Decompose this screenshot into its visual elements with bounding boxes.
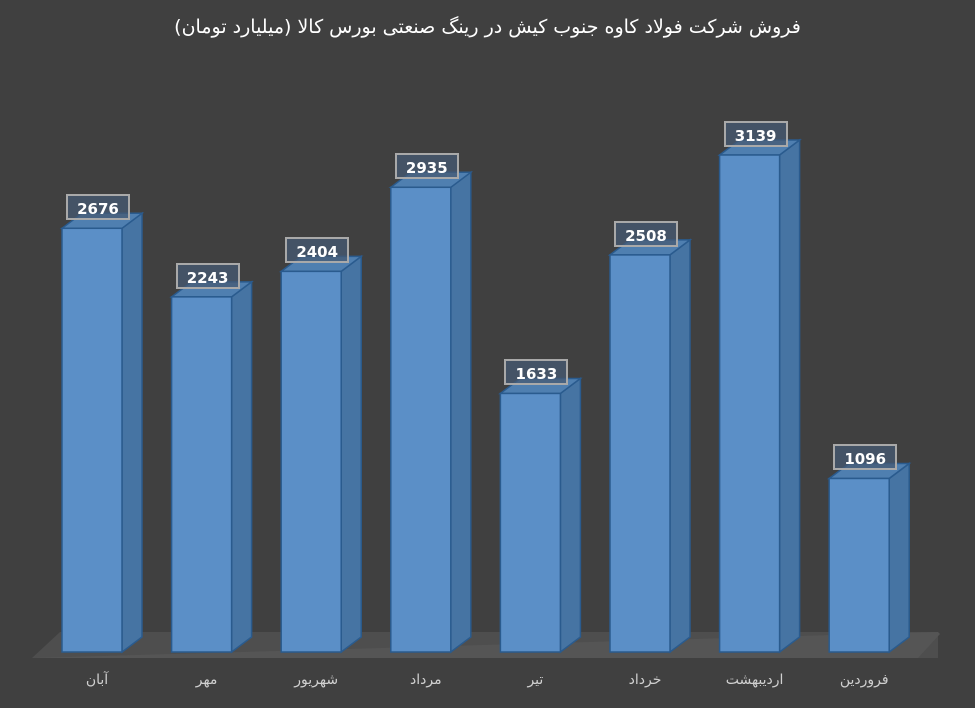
data-label: 2676 (66, 194, 130, 221)
bar-front (828, 477, 890, 653)
bar-front (61, 227, 123, 653)
bar-side (340, 254, 362, 654)
bar-front (170, 296, 233, 653)
data-label: 2508 (614, 220, 678, 247)
bar-series (59, 138, 912, 654)
x-axis-label: شهریور (294, 672, 339, 688)
x-axis-label: خرداد (628, 672, 662, 688)
x-axis-label: آبان (85, 672, 109, 688)
bar (717, 138, 802, 654)
bar-side (121, 211, 143, 654)
bar (59, 211, 145, 654)
bar-side (559, 376, 582, 654)
bar-side (888, 461, 910, 654)
bar (498, 376, 583, 654)
bar-side (778, 138, 801, 654)
bar-front (609, 254, 671, 653)
bar-front (280, 270, 342, 653)
bar-front (499, 392, 562, 653)
bar-side (230, 280, 253, 654)
x-axis-label: مرداد (410, 672, 442, 688)
bar (169, 280, 254, 654)
bar (607, 238, 693, 654)
bar-side (450, 170, 472, 654)
data-label: 1633 (504, 359, 569, 386)
x-axis-label: اردیبهشت (725, 672, 784, 688)
bar-front (718, 154, 781, 653)
bar (278, 254, 364, 654)
bar-front (390, 186, 452, 653)
data-label: 2935 (394, 153, 459, 180)
data-label: 3139 (723, 121, 788, 147)
chart-title: فروش شرکت فولاد کاوه جنوب کیش در رینگ صن… (174, 16, 801, 38)
x-axis-label: فروردین (839, 672, 889, 688)
data-label: 2243 (175, 262, 240, 289)
bar-side (669, 238, 691, 654)
chart-floor-front (32, 632, 940, 658)
data-label: 2404 (285, 237, 350, 264)
x-axis-label: تیر (527, 672, 544, 688)
x-axis-label: مهر (195, 672, 218, 688)
data-label: 1096 (833, 444, 898, 471)
bar (388, 170, 474, 654)
bar (826, 461, 912, 654)
